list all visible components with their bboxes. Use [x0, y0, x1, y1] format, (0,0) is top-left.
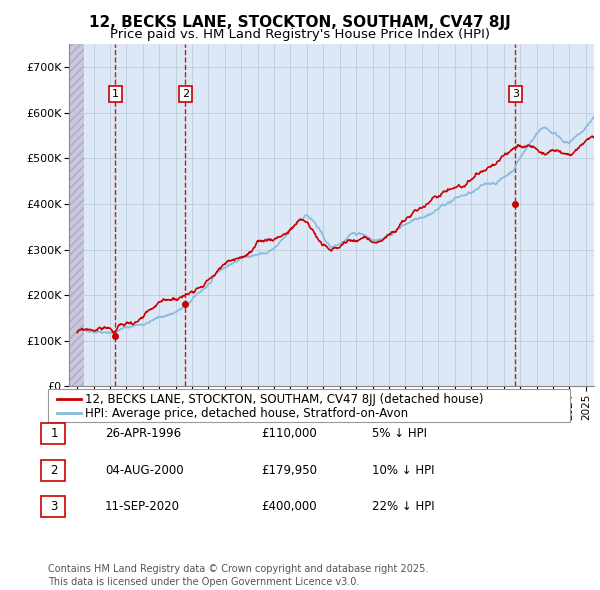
Bar [69, 44, 84, 386]
Text: 10% ↓ HPI: 10% ↓ HPI [372, 464, 434, 477]
Text: 26-APR-1996: 26-APR-1996 [105, 427, 181, 440]
Text: 1: 1 [50, 427, 58, 440]
Text: 3: 3 [512, 89, 519, 99]
Text: £179,950: £179,950 [261, 464, 317, 477]
Text: £110,000: £110,000 [261, 427, 317, 440]
Text: 22% ↓ HPI: 22% ↓ HPI [372, 500, 434, 513]
Text: 12, BECKS LANE, STOCKTON, SOUTHAM, CV47 8JJ: 12, BECKS LANE, STOCKTON, SOUTHAM, CV47 … [89, 15, 511, 30]
Text: 12, BECKS LANE, STOCKTON, SOUTHAM, CV47 8JJ (detached house): 12, BECKS LANE, STOCKTON, SOUTHAM, CV47 … [85, 393, 484, 406]
Text: 2: 2 [50, 464, 58, 477]
Text: Price paid vs. HM Land Registry's House Price Index (HPI): Price paid vs. HM Land Registry's House … [110, 28, 490, 41]
Text: HPI: Average price, detached house, Stratford-on-Avon: HPI: Average price, detached house, Stra… [85, 407, 409, 419]
Text: Contains HM Land Registry data © Crown copyright and database right 2025.
This d: Contains HM Land Registry data © Crown c… [48, 564, 428, 587]
Text: 04-AUG-2000: 04-AUG-2000 [105, 464, 184, 477]
Text: £400,000: £400,000 [261, 500, 317, 513]
Text: 3: 3 [50, 500, 58, 513]
Text: 11-SEP-2020: 11-SEP-2020 [105, 500, 180, 513]
Text: 1: 1 [112, 89, 119, 99]
Text: 5% ↓ HPI: 5% ↓ HPI [372, 427, 427, 440]
Text: 2: 2 [182, 89, 189, 99]
